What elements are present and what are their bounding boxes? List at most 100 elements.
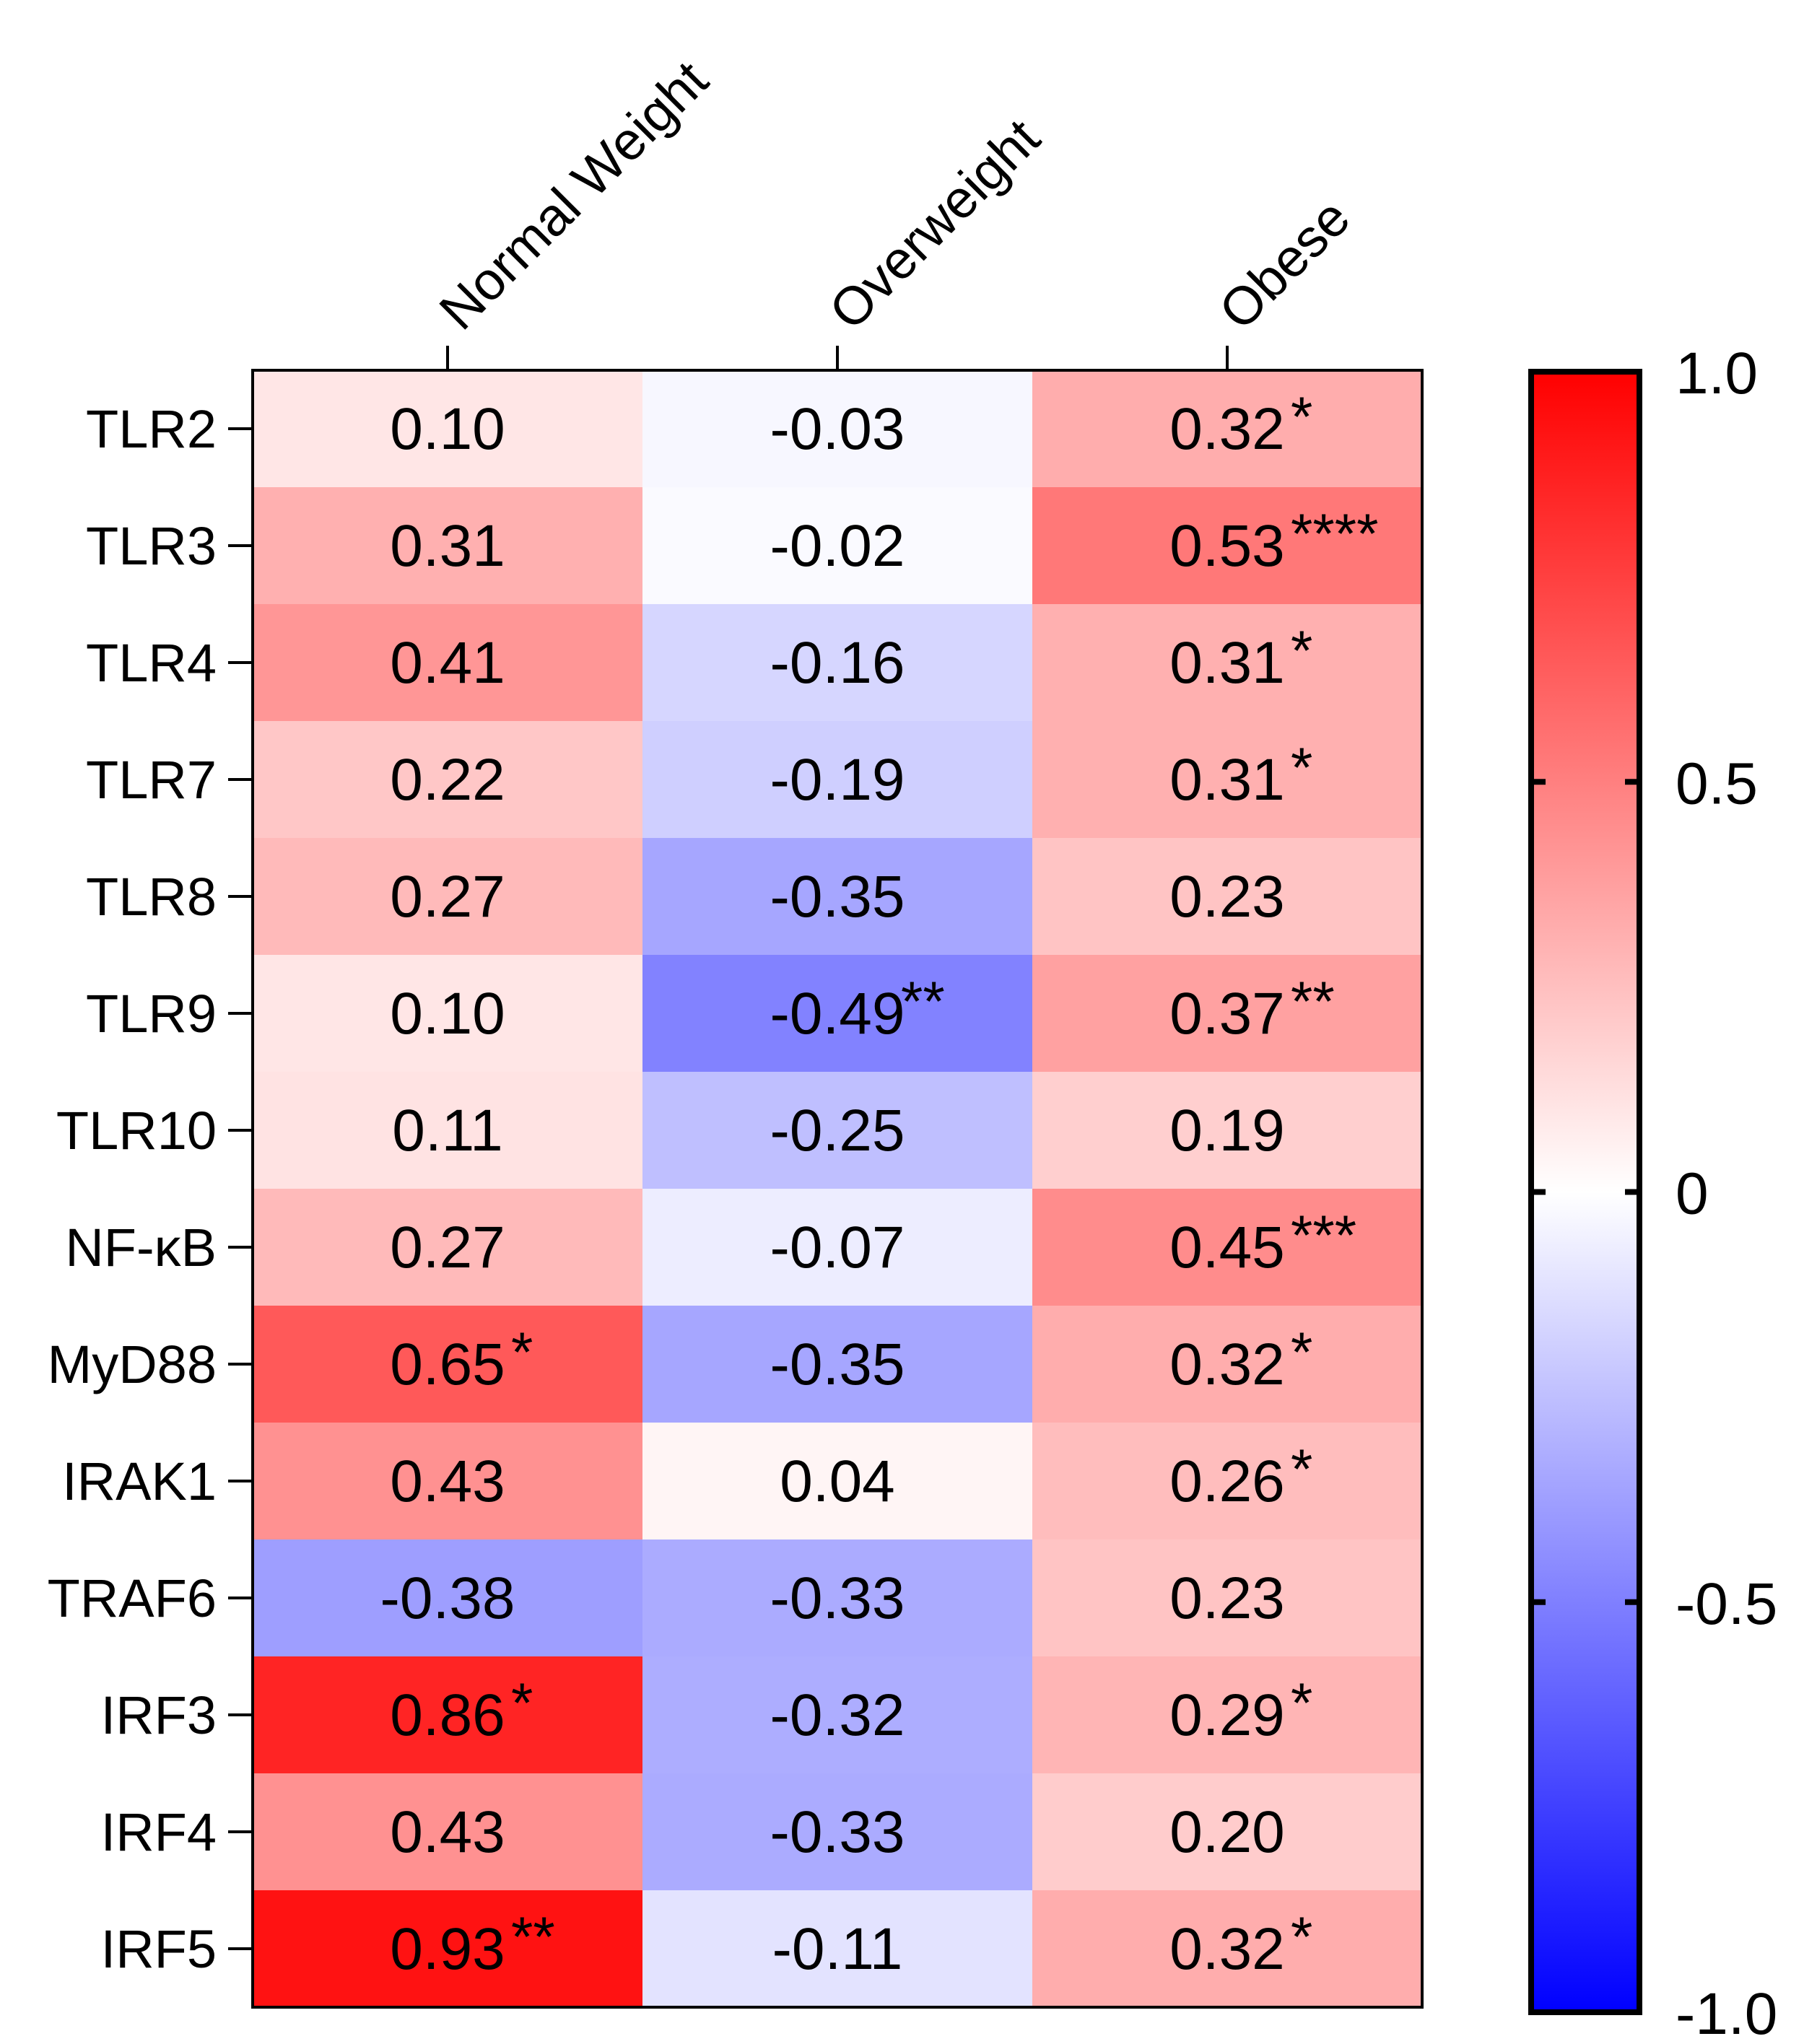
cell-value-label: 0.32 bbox=[1169, 1332, 1285, 1397]
colorbar-tick-label: 0 bbox=[1676, 1161, 1709, 1227]
significance-marker: * bbox=[511, 1671, 533, 1734]
heatmap-cell bbox=[253, 721, 643, 839]
heatmap-cell bbox=[642, 1189, 1033, 1306]
significance-marker: * bbox=[1291, 735, 1312, 799]
cell-value-label: 0.10 bbox=[390, 396, 505, 462]
colorbar-tick-label: 1.0 bbox=[1676, 341, 1758, 406]
heatmap-cell bbox=[253, 1189, 643, 1306]
heatmap-cell bbox=[1032, 1423, 1423, 1540]
heatmap-cell bbox=[253, 370, 643, 488]
significance-marker: ** bbox=[1291, 969, 1335, 1033]
heatmap-cell bbox=[253, 838, 643, 956]
cell-value-label: 0.04 bbox=[780, 1449, 895, 1514]
significance-marker: * bbox=[1291, 1671, 1312, 1734]
colorbar-tick-label: -0.5 bbox=[1676, 1571, 1777, 1637]
cell-value-label: 0.31 bbox=[1169, 747, 1285, 813]
cell-value-label: 0.23 bbox=[1169, 864, 1285, 930]
heatmap-cell bbox=[642, 1890, 1033, 2008]
significance-marker: * bbox=[1291, 1905, 1312, 1968]
heatmap-cell bbox=[642, 487, 1033, 605]
column-label: Obese bbox=[1208, 187, 1361, 341]
heatmap-cell bbox=[253, 1539, 643, 1657]
heatmap-cell bbox=[1032, 370, 1423, 488]
significance-marker: * bbox=[1291, 1320, 1312, 1384]
row-label: TRAF6 bbox=[48, 1568, 217, 1628]
cell-value-label: 0.20 bbox=[1169, 1799, 1285, 1865]
column-label: Normal Weight bbox=[428, 49, 720, 341]
heatmap-cell bbox=[642, 721, 1033, 839]
colorbar-tick-label: -1.0 bbox=[1676, 1981, 1777, 2044]
cell-value-label: 0.29 bbox=[1169, 1682, 1285, 1748]
heatmap-cell bbox=[1032, 955, 1423, 1073]
column-label: Overweight bbox=[818, 108, 1052, 341]
significance-marker: * bbox=[1291, 385, 1312, 448]
significance-marker: *** bbox=[1291, 1203, 1356, 1267]
heatmap-cell bbox=[642, 955, 1033, 1073]
significance-marker: **** bbox=[1291, 502, 1378, 565]
cell-value-label: 0.93 bbox=[390, 1916, 505, 1982]
colorbar-gradient bbox=[1528, 369, 1642, 2015]
heatmap-cell bbox=[253, 1890, 643, 2008]
cell-value-label: 0.31 bbox=[390, 513, 505, 579]
heatmap-cell bbox=[1032, 1890, 1423, 2008]
row-label: TLR7 bbox=[86, 750, 217, 810]
cell-value-label: 0.45 bbox=[1169, 1215, 1285, 1280]
heatmap-cell bbox=[642, 370, 1033, 488]
heatmap-cell bbox=[642, 1423, 1033, 1540]
cell-value-label: -0.33 bbox=[770, 1799, 905, 1865]
cell-value-label: 0.86 bbox=[390, 1682, 505, 1748]
heatmap-cell bbox=[642, 838, 1033, 956]
heatmap-cell bbox=[253, 1072, 643, 1189]
heatmap-cell bbox=[1032, 1539, 1423, 1657]
heatmap-cell bbox=[1032, 838, 1423, 956]
heatmap-cell bbox=[1032, 1306, 1423, 1423]
cell-value-label: 0.22 bbox=[390, 747, 505, 813]
cell-value-label: 0.32 bbox=[1169, 1916, 1285, 1982]
significance-marker: ** bbox=[901, 969, 945, 1033]
heatmap-cell bbox=[642, 1306, 1033, 1423]
cell-value-label: -0.03 bbox=[770, 396, 905, 462]
cell-value-label: -0.35 bbox=[770, 864, 905, 930]
cell-value-label: -0.19 bbox=[770, 747, 905, 813]
heatmap-cell bbox=[1032, 487, 1423, 605]
cell-value-label: 0.27 bbox=[390, 864, 505, 930]
heatmap-cell bbox=[642, 1539, 1033, 1657]
cell-value-label: 0.41 bbox=[390, 630, 505, 696]
heatmap-cell bbox=[642, 1072, 1033, 1189]
cell-value-label: 0.65 bbox=[390, 1332, 505, 1397]
cell-value-label: 0.10 bbox=[390, 981, 505, 1047]
cell-value-label: 0.31 bbox=[1169, 630, 1285, 696]
heatmap-cell bbox=[253, 1773, 643, 1891]
cell-value-label: -0.02 bbox=[770, 513, 905, 579]
cell-value-label: -0.11 bbox=[772, 1916, 903, 1982]
heatmap-cell bbox=[1032, 1072, 1423, 1189]
row-label: TLR3 bbox=[86, 516, 217, 576]
row-label: TLR4 bbox=[86, 633, 217, 693]
heatmap-cell bbox=[1032, 1656, 1423, 1774]
cell-value-label: -0.32 bbox=[770, 1682, 905, 1748]
heatmap-cell bbox=[253, 487, 643, 605]
cell-value-label: -0.38 bbox=[380, 1565, 515, 1631]
heatmap-cell bbox=[642, 1773, 1033, 1891]
significance-marker: * bbox=[1291, 1437, 1312, 1501]
heatmap-cell bbox=[253, 1306, 643, 1423]
row-label: IRF5 bbox=[101, 1919, 217, 1979]
cell-value-label: -0.16 bbox=[770, 630, 905, 696]
cell-value-label: -0.33 bbox=[770, 1565, 905, 1631]
heatmap-labels: 0.10 -0.03 0.32 *0.31 -0.02 0.53 ****0.41 -0.16… bbox=[380, 385, 1379, 1982]
heatmap-cell bbox=[253, 1423, 643, 1540]
cell-value-label: 0.23 bbox=[1169, 1565, 1285, 1631]
cell-value-label: 0.19 bbox=[1169, 1098, 1285, 1163]
significance-marker: ** bbox=[511, 1905, 555, 1968]
row-label: TLR8 bbox=[86, 867, 217, 927]
row-label: TLR9 bbox=[86, 984, 217, 1044]
row-label: IRAK1 bbox=[62, 1451, 217, 1511]
cell-value-label: 0.37 bbox=[1169, 981, 1285, 1047]
heatmap-cell bbox=[1032, 604, 1423, 722]
colorbar-tick-label: 0.5 bbox=[1676, 751, 1758, 816]
cell-value-label: -0.07 bbox=[770, 1215, 905, 1280]
heatmap-cell bbox=[642, 604, 1033, 722]
heatmap-cell bbox=[1032, 1189, 1423, 1306]
row-label: NF-κB bbox=[65, 1218, 217, 1278]
